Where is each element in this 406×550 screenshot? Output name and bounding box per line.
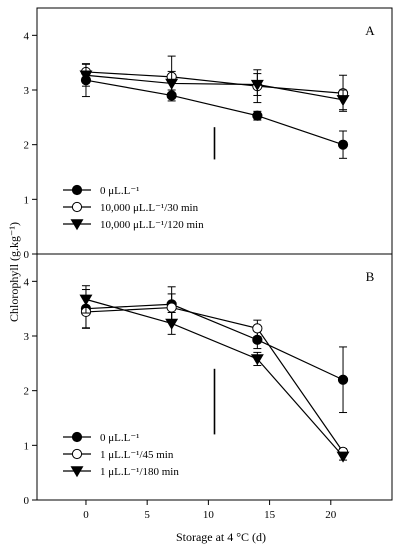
data-point xyxy=(79,294,93,306)
data-point xyxy=(337,374,349,385)
x-tick-label: 20 xyxy=(325,509,337,521)
legend: 0 μL.L⁻¹ 10,000 μL.L⁻¹/30 min 10,000 μL.L⁻… xyxy=(63,184,204,231)
data-point xyxy=(250,79,264,91)
y-tick-label: 1 xyxy=(24,194,30,206)
y-tick-label: 4 xyxy=(24,276,30,288)
x-tick-label: 10 xyxy=(203,509,215,521)
y-tick-label: 0 xyxy=(24,495,30,507)
legend-entry: 1 μL.L⁻¹/45 min xyxy=(100,449,174,461)
data-point xyxy=(252,323,263,334)
series-3 xyxy=(79,285,350,463)
legend: 0 μL.L⁻¹ 1 μL.L⁻¹/45 min 1 μL.L⁻¹/180 min xyxy=(63,431,179,478)
series-3 xyxy=(79,63,350,111)
x-axis-title: Storage at 4 °C (d) xyxy=(176,530,266,544)
data-point xyxy=(79,70,93,82)
data-point xyxy=(70,219,84,231)
y-tick-label: 3 xyxy=(24,85,30,97)
data-point xyxy=(252,110,263,121)
legend-entry: 0 μL.L⁻¹ xyxy=(100,185,139,197)
series-line xyxy=(85,303,344,381)
x-tick-label: 0 xyxy=(83,509,89,521)
data-point xyxy=(165,78,179,90)
y-tick-label: 0 xyxy=(24,249,30,261)
data-point xyxy=(71,201,83,213)
y-tick-label: 4 xyxy=(24,30,30,42)
series-line xyxy=(85,306,344,453)
y-tick-label: 1 xyxy=(24,440,30,452)
data-point xyxy=(71,184,83,196)
legend-entry: 0 μL.L⁻¹ xyxy=(100,432,139,444)
y-tick-label: 3 xyxy=(24,331,30,343)
data-point xyxy=(165,318,179,330)
legend-entry: 10,000 μL.L⁻¹/120 min xyxy=(100,219,204,231)
panel-b: 0 1 2 3 4 B 0 μL.L⁻¹ 1 μL.L⁻¹/45 min 1 μL.L⁻¹/18… xyxy=(24,269,375,507)
data-point xyxy=(336,451,350,463)
series-line xyxy=(85,74,344,101)
panel-a: 0 1 2 3 4 A 0 μL.L⁻¹ 10,000 μL.L⁻¹/30 min 10,000… xyxy=(24,23,376,261)
y-tick-label: 2 xyxy=(24,386,30,398)
series-1 xyxy=(80,63,349,159)
data-point xyxy=(250,354,264,366)
series-line xyxy=(85,79,344,146)
y-tick-label: 2 xyxy=(24,140,30,152)
data-point xyxy=(71,448,83,460)
data-point xyxy=(166,302,177,313)
series-line xyxy=(85,298,344,457)
panel-frame-2 xyxy=(36,253,393,501)
y-axis-title: Chlorophyll (g.kg⁻¹) xyxy=(7,222,21,322)
series-line xyxy=(85,71,344,94)
data-point xyxy=(71,431,83,443)
data-point xyxy=(70,466,84,478)
x-tick-label: 15 xyxy=(264,509,276,521)
legend-entry: 10,000 μL.L⁻¹/30 min xyxy=(100,202,199,214)
data-point xyxy=(336,95,350,107)
panel-label: B xyxy=(366,269,375,284)
panel-label: A xyxy=(365,23,375,38)
legend-entry: 1 μL.L⁻¹/180 min xyxy=(100,466,179,478)
data-point xyxy=(337,139,349,150)
x-tick-label: 5 xyxy=(144,509,150,521)
